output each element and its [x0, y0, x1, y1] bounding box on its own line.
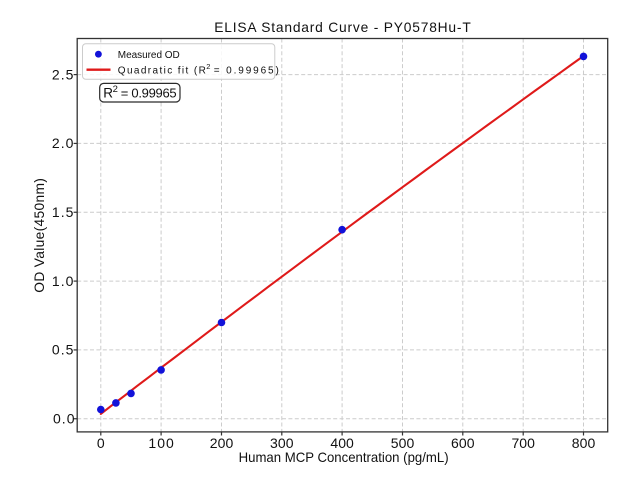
svg-text:Measured OD: Measured OD [118, 50, 180, 61]
svg-text:600: 600 [451, 435, 475, 451]
svg-text:= 0.99965: = 0.99965 [121, 86, 177, 101]
svg-text:400: 400 [330, 435, 354, 451]
svg-text:300: 300 [270, 435, 294, 451]
svg-text:0.0: 0.0 [53, 411, 75, 427]
svg-text:800: 800 [572, 435, 596, 451]
svg-text:2.0: 2.0 [52, 135, 74, 151]
svg-text:ELISA Standard Curve - PY0578H: ELISA Standard Curve - PY0578Hu-T [214, 20, 471, 35]
svg-text:0: 0 [97, 435, 105, 451]
svg-text:700: 700 [511, 435, 535, 451]
svg-text:0.5: 0.5 [52, 342, 74, 358]
svg-text:= 0.99965): = 0.99965) [214, 65, 279, 76]
svg-text:Human MCP Concentration (pg/mL: Human MCP Concentration (pg/mL) [239, 450, 449, 465]
svg-text:2: 2 [206, 62, 210, 71]
svg-text:Quadratic fit (R: Quadratic fit (R [118, 65, 206, 76]
svg-text:500: 500 [391, 435, 415, 451]
svg-text:100: 100 [148, 435, 174, 451]
svg-text:OD Value(450nm): OD Value(450nm) [32, 178, 47, 293]
svg-text:1.5: 1.5 [52, 204, 74, 220]
svg-text:R: R [103, 86, 113, 101]
svg-text:1.0: 1.0 [52, 273, 74, 289]
svg-text:200: 200 [210, 435, 234, 451]
svg-text:2.5: 2.5 [52, 66, 74, 82]
svg-text:2: 2 [113, 84, 118, 95]
